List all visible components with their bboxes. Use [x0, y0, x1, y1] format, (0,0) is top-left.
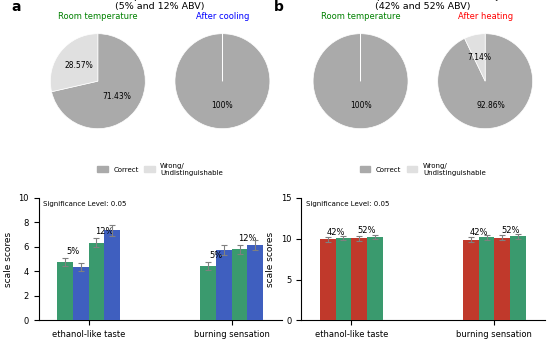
Text: Significance Level: 0.05: Significance Level: 0.05 — [306, 201, 389, 208]
Bar — [57, 262, 73, 320]
Wedge shape — [438, 34, 532, 129]
Text: 100%: 100% — [350, 101, 371, 110]
Bar — [494, 238, 510, 320]
Title: Room temperature: Room temperature — [321, 12, 400, 21]
Wedge shape — [51, 34, 98, 92]
Legend: Correct, Wrong/
Undistinguishable: Correct, Wrong/ Undistinguishable — [360, 163, 486, 176]
Title: Room temperature: Room temperature — [58, 12, 138, 21]
Wedge shape — [52, 34, 145, 129]
Bar — [463, 240, 478, 320]
Title: After heating: After heating — [458, 12, 513, 21]
Bar — [367, 237, 383, 320]
Text: 7.14%: 7.14% — [468, 53, 492, 62]
Text: Taste experiments of Chinese baijiu
(42% and 52% ABV): Taste experiments of Chinese baijiu (42%… — [338, 0, 508, 11]
Bar — [248, 245, 263, 320]
Text: 92.86%: 92.86% — [476, 101, 505, 110]
Text: 42%: 42% — [326, 227, 345, 237]
Text: Significance Level: 0.05: Significance Level: 0.05 — [43, 201, 127, 208]
Text: 52%: 52% — [358, 226, 376, 235]
Text: 52%: 52% — [501, 226, 519, 235]
Text: 12%: 12% — [95, 227, 114, 236]
Text: 5%: 5% — [210, 251, 223, 260]
Wedge shape — [465, 34, 485, 81]
Bar — [320, 240, 336, 320]
Legend: Correct, Wrong/
Undistinguishable: Correct, Wrong/ Undistinguishable — [97, 163, 223, 176]
Bar — [232, 249, 248, 320]
Text: 71.43%: 71.43% — [103, 92, 131, 101]
Text: a: a — [11, 0, 20, 15]
Bar — [216, 250, 232, 320]
Text: Taste experiments of beers
(5% and 12% ABV): Taste experiments of beers (5% and 12% A… — [96, 0, 225, 11]
Bar — [336, 238, 351, 320]
Bar — [200, 266, 216, 320]
Text: b: b — [274, 0, 284, 15]
Title: After cooling: After cooling — [196, 12, 249, 21]
Bar — [478, 237, 494, 320]
Text: 5%: 5% — [66, 247, 79, 256]
Bar — [104, 230, 120, 320]
Text: 100%: 100% — [212, 101, 233, 110]
Bar — [73, 267, 89, 320]
Bar — [510, 236, 526, 320]
Bar — [89, 242, 104, 320]
Y-axis label: scale scores: scale scores — [4, 231, 13, 287]
Bar — [351, 238, 367, 320]
Text: 42%: 42% — [469, 228, 488, 237]
Text: 28.57%: 28.57% — [64, 61, 93, 70]
Y-axis label: scale scores: scale scores — [266, 231, 276, 287]
Wedge shape — [313, 34, 408, 129]
Text: 12%: 12% — [238, 234, 257, 243]
Wedge shape — [175, 34, 270, 129]
